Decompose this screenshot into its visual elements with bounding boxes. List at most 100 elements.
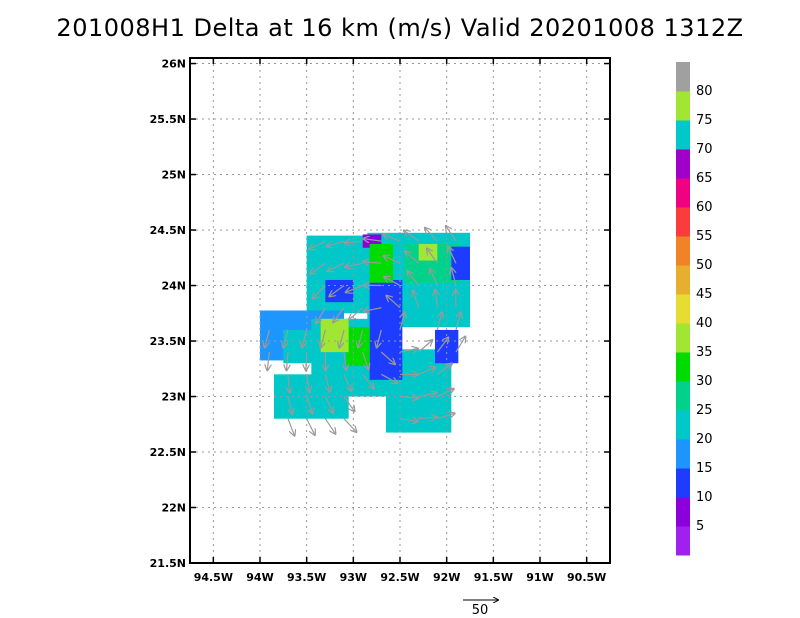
field-region-10 bbox=[418, 243, 438, 261]
colorbar: 5 10 15 20 25 30 35 40 45 50 55 60 65 70 75 80 bbox=[676, 62, 713, 556]
wind-vector-17 bbox=[316, 307, 326, 323]
colorbar-label-1: 10 bbox=[696, 490, 713, 505]
wind-vector-38 bbox=[380, 351, 394, 364]
wind-vector-69 bbox=[425, 228, 438, 242]
x-tick-label-0: 94.5W bbox=[194, 571, 233, 584]
y-tick-label-5: 24N bbox=[161, 280, 186, 293]
colorbar-segment-1 bbox=[676, 497, 690, 527]
wind-vector-42 bbox=[363, 262, 382, 264]
wind-vector-39 bbox=[377, 329, 382, 347]
wind-vector-3 bbox=[288, 396, 292, 414]
y-tick-label-7: 25N bbox=[161, 169, 186, 182]
wind-vector-7 bbox=[306, 418, 315, 435]
y-tick-label-6: 24.5N bbox=[150, 224, 186, 237]
scale-label: 50 bbox=[472, 603, 489, 618]
y-tick-label-1: 22N bbox=[161, 502, 186, 515]
wind-vector-1 bbox=[265, 329, 270, 347]
colorbar-label-6: 35 bbox=[696, 345, 713, 360]
colorbar-segment-10 bbox=[676, 236, 690, 266]
wind-speed-field bbox=[260, 232, 470, 433]
wind-vector-47 bbox=[399, 349, 418, 353]
x-tick-label-2: 93.5W bbox=[287, 571, 326, 584]
x-axis-ticks: 94.5W 94W 93.5W 93W 92.5W 92W 91.5W 91W 90.5W bbox=[194, 58, 606, 584]
wind-vector-51 bbox=[384, 256, 401, 264]
wind-vector-23 bbox=[343, 374, 351, 390]
wind-vector-55 bbox=[418, 368, 436, 375]
wind-vector-36 bbox=[345, 241, 363, 243]
y-tick-label-3: 23N bbox=[161, 391, 186, 404]
colorbar-label-3: 20 bbox=[696, 432, 713, 447]
wind-vector-14 bbox=[324, 374, 330, 391]
colorbar-segment-16 bbox=[676, 62, 690, 92]
wind-vector-31 bbox=[362, 351, 369, 369]
colorbar-segment-2 bbox=[676, 468, 690, 498]
wind-vector-12 bbox=[324, 418, 335, 434]
wind-vector-4 bbox=[288, 374, 290, 392]
wind-vector-30 bbox=[362, 373, 374, 388]
wind-vector-19 bbox=[310, 262, 326, 273]
wind-vector-66 bbox=[435, 290, 437, 308]
wind-vector-40 bbox=[364, 308, 382, 312]
colorbar-segment-4 bbox=[676, 410, 690, 440]
lat-lon-grid bbox=[190, 58, 610, 564]
wind-vector-35 bbox=[345, 263, 363, 267]
wind-vector-29 bbox=[327, 240, 345, 246]
x-tick-label-6: 91.5W bbox=[474, 571, 513, 584]
colorbar-label-2: 15 bbox=[696, 461, 713, 476]
chart-title: 201008H1 Delta at 16 km (m/s) Valid 2020… bbox=[56, 14, 744, 42]
colorbar-label-13: 70 bbox=[696, 142, 713, 157]
colorbar-label-7: 40 bbox=[696, 316, 713, 331]
x-tick-label-3: 93W bbox=[340, 571, 367, 584]
x-tick-label-5: 92W bbox=[433, 571, 460, 584]
wind-vector-56 bbox=[418, 340, 433, 353]
colorbar-segment-15 bbox=[676, 91, 690, 121]
colorbar-segment-5 bbox=[676, 381, 690, 411]
wind-vector-28 bbox=[328, 262, 345, 271]
wind-vector-67 bbox=[430, 269, 438, 286]
colorbar-label-0: 5 bbox=[696, 519, 704, 534]
wind-vector-44 bbox=[399, 419, 418, 421]
colorbar-segment-11 bbox=[676, 207, 690, 237]
wind-vector-70 bbox=[455, 337, 465, 353]
colorbar-segment-9 bbox=[676, 265, 690, 295]
wind-vector-62 bbox=[437, 389, 453, 398]
wind-vector-34 bbox=[346, 284, 363, 293]
wind-vector-63 bbox=[436, 364, 451, 375]
colorbar-label-5: 30 bbox=[696, 374, 713, 389]
wind-vector-10 bbox=[306, 352, 307, 370]
wind-vector-54 bbox=[418, 393, 437, 397]
y-tick-label-8: 25.5N bbox=[150, 113, 186, 126]
wind-vector-53 bbox=[418, 417, 437, 419]
wind-vector-43 bbox=[364, 239, 382, 241]
wind-vector-11 bbox=[302, 329, 308, 347]
wind-vector-20 bbox=[309, 240, 326, 249]
wind-vector-57 bbox=[413, 291, 420, 308]
y-tick-label-0: 21.5N bbox=[150, 557, 186, 570]
wind-vector-25 bbox=[339, 329, 345, 347]
colorbar-segment-3 bbox=[676, 439, 690, 469]
x-tick-label-1: 94W bbox=[246, 571, 273, 584]
y-tick-label-9: 26N bbox=[161, 58, 186, 71]
colorbar-segment-12 bbox=[676, 178, 690, 208]
x-tick-label-7: 91W bbox=[526, 571, 553, 584]
wind-vector-8 bbox=[306, 396, 313, 414]
wind-vector-22 bbox=[343, 396, 354, 412]
wind-vector-52 bbox=[383, 234, 401, 242]
wind-vector-13 bbox=[324, 396, 333, 413]
wind-vector-48 bbox=[399, 313, 405, 331]
wind-vector-74 bbox=[448, 247, 457, 264]
colorbar-label-12: 65 bbox=[696, 171, 713, 186]
wind-vector-27 bbox=[330, 285, 345, 297]
wind-vector-71 bbox=[455, 313, 461, 331]
colorbar-label-4: 25 bbox=[696, 403, 713, 418]
colorbar-label-15: 80 bbox=[696, 84, 713, 99]
wind-vector-61 bbox=[437, 413, 454, 420]
wind-vector-73 bbox=[451, 268, 457, 286]
colorbar-segment-7 bbox=[676, 323, 690, 353]
colorbar-segment-8 bbox=[676, 294, 690, 324]
wind-vector-6 bbox=[283, 329, 289, 347]
wind-vector-59 bbox=[405, 251, 420, 264]
colorbar-label-14: 75 bbox=[696, 113, 713, 128]
wind-vector-75 bbox=[446, 226, 457, 242]
wind-vector-33 bbox=[349, 307, 364, 320]
